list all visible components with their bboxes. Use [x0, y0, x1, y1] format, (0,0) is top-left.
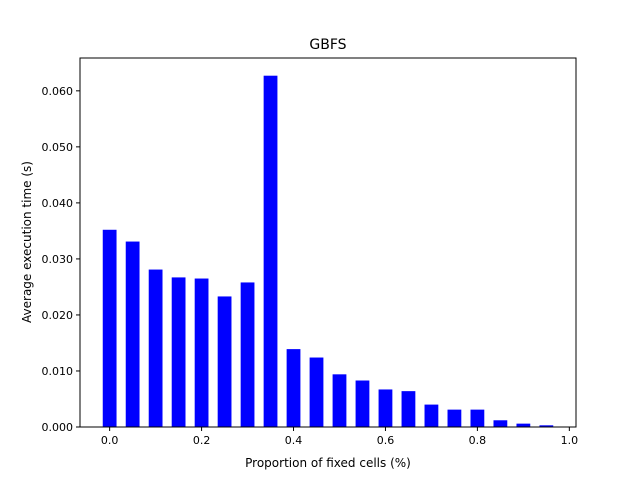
x-tick-label: 0.4	[285, 434, 303, 447]
y-tick-label: 0.040	[42, 197, 74, 210]
y-tick-label: 0.010	[42, 365, 74, 378]
bar	[401, 391, 416, 427]
bar	[102, 229, 117, 427]
bar	[240, 282, 255, 427]
bar	[378, 389, 393, 427]
bar	[148, 269, 163, 427]
bar	[424, 404, 439, 427]
y-tick-label: 0.000	[42, 421, 74, 434]
bar	[493, 420, 508, 427]
x-tick-label: 0.8	[469, 434, 487, 447]
y-tick-label: 0.030	[42, 253, 74, 266]
x-tick-label: 1.0	[561, 434, 579, 447]
bar	[516, 423, 531, 427]
x-tick-label: 0.6	[377, 434, 395, 447]
bar	[355, 380, 370, 427]
bar	[332, 374, 347, 427]
bar	[194, 278, 209, 427]
bar	[263, 75, 278, 427]
axes-frame	[79, 57, 577, 428]
bar	[286, 349, 301, 427]
bar	[125, 241, 140, 427]
x-tick-label: 0.0	[101, 434, 119, 447]
x-axis-ticks: 0.0 0.2 0.4 0.6 0.8 1.0	[101, 427, 578, 447]
y-axis-ticks: 0.000 0.010 0.020 0.030 0.040 0.050 0.060	[42, 85, 80, 434]
bar	[447, 409, 462, 427]
y-axis-label: Average execution time (s)	[20, 161, 34, 323]
bar	[470, 409, 485, 427]
chart-title: GBFS	[309, 37, 346, 53]
y-tick-label: 0.050	[42, 141, 74, 154]
bars-group	[102, 75, 554, 427]
y-tick-label: 0.020	[42, 309, 74, 322]
bar	[171, 277, 186, 427]
bar	[217, 296, 232, 427]
y-tick-label: 0.060	[42, 85, 74, 98]
bar	[309, 357, 324, 427]
x-tick-label: 0.2	[193, 434, 211, 447]
bar	[539, 425, 554, 427]
x-axis-label: Proportion of fixed cells (%)	[245, 456, 411, 470]
